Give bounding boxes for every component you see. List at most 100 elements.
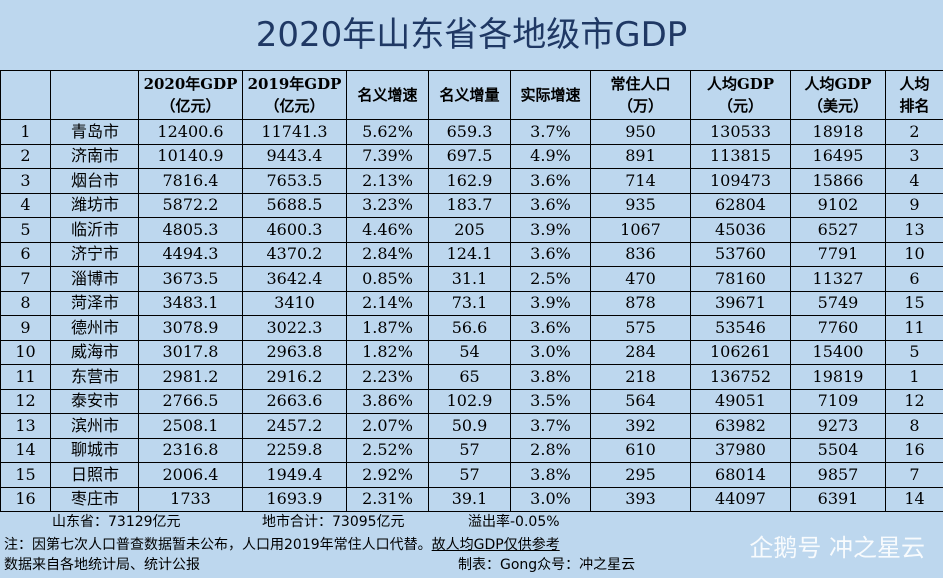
table-cell: 102.9 bbox=[428, 388, 511, 414]
column-header: 人均GDP （美元） bbox=[790, 70, 886, 120]
table-cell: 4370.2 bbox=[242, 241, 347, 267]
table-cell: 9102 bbox=[790, 192, 886, 218]
column-header: 人均GDP （元） bbox=[690, 70, 791, 120]
table-cell: 2.84% bbox=[346, 241, 429, 267]
table-cell: 4494.3 bbox=[138, 241, 243, 267]
table-cell: 2457.2 bbox=[242, 413, 347, 439]
table-row: 10 威海市 3017.8 2963.8 1.82% 54 3.0% 284 106261 154… bbox=[0, 339, 943, 365]
city-cell: 青岛市 bbox=[50, 119, 139, 145]
rank-cell: 14 bbox=[0, 437, 51, 463]
table-cell: 73.1 bbox=[428, 290, 511, 316]
city-cell: 临沂市 bbox=[50, 217, 139, 243]
table-cell: 113815 bbox=[690, 143, 791, 169]
table-cell: 7791 bbox=[790, 241, 886, 267]
table-cell: 53546 bbox=[690, 315, 791, 341]
table-row: 3 烟台市 7816.4 7653.5 2.13% 162.9 3.6% 714 109473 1… bbox=[0, 168, 943, 194]
table-cell: 7816.4 bbox=[138, 168, 243, 194]
table-cell: 19819 bbox=[790, 364, 886, 390]
table-cell: 9273 bbox=[790, 413, 886, 439]
table-cell: 2508.1 bbox=[138, 413, 243, 439]
table-cell: 162.9 bbox=[428, 168, 511, 194]
table-row: 6 济宁市 4494.3 4370.2 2.84% 124.1 3.6% 836 53760 77… bbox=[0, 241, 943, 267]
table-cell: 2663.6 bbox=[242, 388, 347, 414]
table-cell: 3.0% bbox=[510, 339, 591, 365]
rank-cell: 11 bbox=[0, 364, 51, 390]
column-header-line2: （万） bbox=[617, 97, 663, 115]
column-header: 2020年GDP （亿元） bbox=[138, 70, 243, 120]
table-cell: 7109 bbox=[790, 388, 886, 414]
province-total: 山东省：73129亿元 bbox=[52, 514, 181, 530]
data-source: 数据来自各地统计局、统计公报 bbox=[4, 557, 200, 573]
table-cell: 1733 bbox=[138, 486, 243, 512]
table-cell: 50.9 bbox=[428, 413, 511, 439]
rank-cell: 6 bbox=[0, 241, 51, 267]
column-header-line2: （亿元） bbox=[264, 97, 325, 115]
column-header-line1: 常住人口 bbox=[610, 75, 671, 93]
table-row: 8 菏泽市 3483.1 3410 2.14% 73.1 3.9% 878 39671 5749 1… bbox=[0, 290, 943, 316]
table-cell: 183.7 bbox=[428, 192, 511, 218]
table-row: 15 日照市 2006.4 1949.4 2.92% 57 3.8% 295 68014 9857… bbox=[0, 462, 943, 488]
table-cell: 3.6% bbox=[510, 315, 591, 341]
city-cell: 潍坊市 bbox=[50, 192, 139, 218]
table-cell: 109473 bbox=[690, 168, 791, 194]
city-cell: 滨州市 bbox=[50, 413, 139, 439]
rank-cell: 13 bbox=[0, 413, 51, 439]
table-cell: 4805.3 bbox=[138, 217, 243, 243]
table-cell: 39671 bbox=[690, 290, 791, 316]
city-cell: 济宁市 bbox=[50, 241, 139, 267]
table-cell: 3.8% bbox=[510, 462, 591, 488]
table-row: 7 淄博市 3673.5 3642.4 0.85% 31.1 2.5% 470 78160 113… bbox=[0, 266, 943, 292]
column-header bbox=[0, 70, 51, 120]
table-cell: 9857 bbox=[790, 462, 886, 488]
table-cell: 45036 bbox=[690, 217, 791, 243]
table-cell: 7 bbox=[885, 462, 943, 488]
table-cell: 2766.5 bbox=[138, 388, 243, 414]
table-cell: 575 bbox=[590, 315, 691, 341]
table-cell: 950 bbox=[590, 119, 691, 145]
table-cell: 2.23% bbox=[346, 364, 429, 390]
table-cell: 2916.2 bbox=[242, 364, 347, 390]
table-cell: 697.5 bbox=[428, 143, 511, 169]
table-cell: 130533 bbox=[690, 119, 791, 145]
table-cell: 205 bbox=[428, 217, 511, 243]
table-cell: 7760 bbox=[790, 315, 886, 341]
table-cell: 0.85% bbox=[346, 266, 429, 292]
column-header-line2: （美元） bbox=[807, 97, 868, 115]
table-cell: 5.62% bbox=[346, 119, 429, 145]
table-cell: 3.6% bbox=[510, 192, 591, 218]
city-cell: 威海市 bbox=[50, 339, 139, 365]
table-cell: 106261 bbox=[690, 339, 791, 365]
table-cell: 1693.9 bbox=[242, 486, 347, 512]
table-cell: 2259.8 bbox=[242, 437, 347, 463]
column-header-line2: 排名 bbox=[899, 97, 930, 115]
column-header-line1: 2020年GDP bbox=[143, 75, 238, 93]
table-cell: 3.7% bbox=[510, 413, 591, 439]
city-cell: 聊城市 bbox=[50, 437, 139, 463]
page-title: 2020年山东省各地级市GDP bbox=[255, 15, 688, 55]
table-cell: 3483.1 bbox=[138, 290, 243, 316]
table-cell: 54 bbox=[428, 339, 511, 365]
table-cell: 57 bbox=[428, 462, 511, 488]
table-cell: 49051 bbox=[690, 388, 791, 414]
table-cell: 3.23% bbox=[346, 192, 429, 218]
city-cell: 烟台市 bbox=[50, 168, 139, 194]
table-cell: 12 bbox=[885, 388, 943, 414]
table-row: 12 泰安市 2766.5 2663.6 3.86% 102.9 3.5% 564 49051 7… bbox=[0, 388, 943, 414]
table-cell: 4 bbox=[885, 168, 943, 194]
table-cell: 891 bbox=[590, 143, 691, 169]
table-cell: 13 bbox=[885, 217, 943, 243]
column-header: 名义增量 bbox=[428, 70, 511, 120]
column-header-line1: 名义增量 bbox=[439, 86, 500, 104]
table-cell: 10140.9 bbox=[138, 143, 243, 169]
table-cell: 2.8% bbox=[510, 437, 591, 463]
gdp-table: 2020年GDP （亿元） 2019年GDP （亿元） 名义增速 名义增量 实际增速 常住人口… bbox=[0, 70, 943, 512]
column-header-line1: 实际增速 bbox=[520, 86, 581, 104]
table-cell: 564 bbox=[590, 388, 691, 414]
city-cell: 东营市 bbox=[50, 364, 139, 390]
rank-cell: 10 bbox=[0, 339, 51, 365]
column-header: 实际增速 bbox=[510, 70, 591, 120]
table-cell: 15400 bbox=[790, 339, 886, 365]
table-cell: 393 bbox=[590, 486, 691, 512]
table-cell: 392 bbox=[590, 413, 691, 439]
footnote-emphasis: 故人均GDP仅供参考 bbox=[431, 537, 560, 553]
